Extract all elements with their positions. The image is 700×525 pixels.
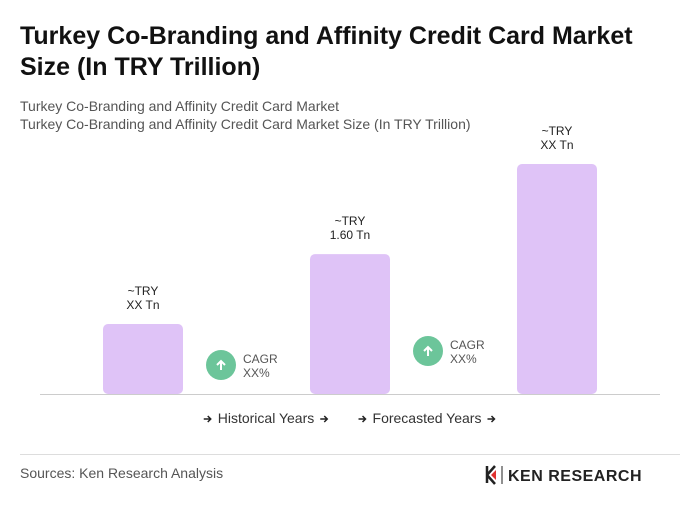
arrow <box>203 415 212 423</box>
arrow <box>320 415 329 423</box>
subtitle: Turkey Co-Branding and Affinity Credit C… <box>20 98 339 114</box>
cagr-label: CAGR <box>450 338 485 352</box>
logo-icon <box>491 470 496 480</box>
brand: KEN RESEARCH <box>508 468 642 485</box>
bar <box>103 324 183 394</box>
cagr-label: CAGR <box>243 352 278 366</box>
cagr-label: XX% <box>243 366 270 380</box>
arrow <box>358 415 367 423</box>
period-label: Forecasted Years <box>373 410 482 426</box>
period-label: Historical Years <box>218 410 315 426</box>
value-label: ~TRY <box>128 284 159 298</box>
arrow <box>487 415 496 423</box>
value-label: 1.60 Tn <box>330 228 370 242</box>
bar <box>310 254 390 394</box>
value-label: ~TRY <box>542 124 573 138</box>
value-label: XX Tn <box>126 298 159 312</box>
chart-title: Turkey Co-Branding and Affinity Credit C… <box>20 22 633 81</box>
source: Sources: Ken Research Analysis <box>20 465 223 481</box>
value-label: ~TRY <box>335 214 366 228</box>
value-label: XX Tn <box>540 138 573 152</box>
cagr-arrow <box>423 345 433 356</box>
subtitle: Turkey Co-Branding and Affinity Credit C… <box>20 116 471 132</box>
cagr-arrow <box>216 359 226 370</box>
title-line: Turkey Co-Branding and Affinity Credit C… <box>20 22 633 50</box>
title-line: Size (In TRY Trillion) <box>20 53 260 81</box>
bar <box>517 164 597 394</box>
logo: KEN RESEARCH <box>485 465 642 485</box>
cagr-label: XX% <box>450 352 477 366</box>
logo-icon <box>485 465 496 485</box>
